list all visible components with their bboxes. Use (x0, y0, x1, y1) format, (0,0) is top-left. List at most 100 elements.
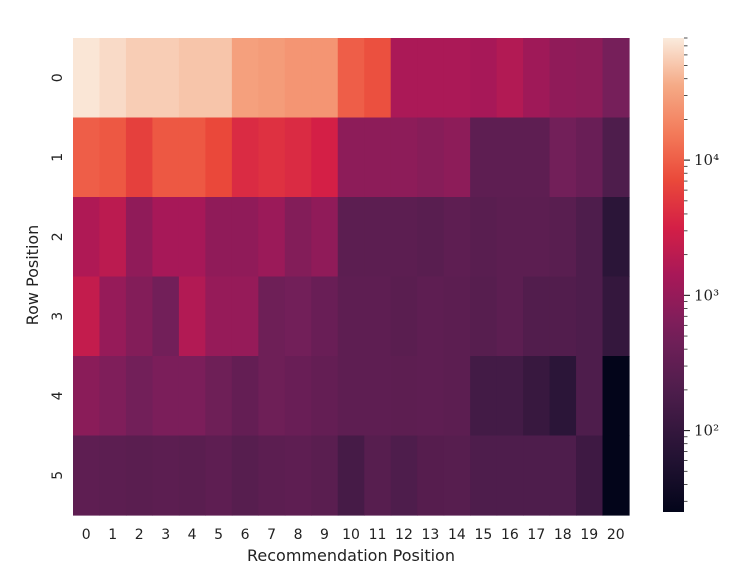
heatmap-cell (523, 38, 551, 119)
heatmap-cell (523, 276, 551, 357)
heatmap-cell (311, 435, 339, 516)
colorbar-ticks: 10² 10³ 10⁴ (684, 37, 719, 502)
x-tick-label: 9 (320, 527, 329, 543)
heatmap-cell (602, 435, 630, 516)
heatmap-cell (284, 356, 312, 437)
heatmap-cell (443, 38, 471, 119)
heatmap-cell (231, 276, 259, 357)
heatmap-cell (390, 276, 418, 357)
heatmap-cell (178, 38, 206, 119)
heatmap-cell (152, 38, 180, 119)
x-axis-label: Recommendation Position (247, 546, 455, 565)
heatmap-cell (258, 38, 286, 119)
heatmap-cell (231, 435, 259, 516)
heatmap-cell (417, 117, 445, 198)
heatmap-cell (231, 117, 259, 198)
heatmap-cell (125, 38, 154, 119)
heatmap-cell (602, 117, 630, 198)
heatmap-cell (258, 435, 286, 516)
heatmap-cell (443, 197, 471, 278)
heatmap-cell (73, 276, 101, 357)
x-tick-label: 17 (527, 527, 545, 543)
heatmap-cell (337, 356, 365, 437)
x-tick-label: 8 (294, 527, 303, 543)
heatmap-cell (364, 197, 392, 278)
x-tick-label: 0 (82, 527, 91, 543)
heatmap-cell (258, 356, 286, 437)
x-tick-label: 4 (188, 527, 197, 543)
heatmap-cell (99, 276, 127, 357)
colorbar-tick-label: 10⁴ (694, 151, 719, 169)
heatmap-cell (523, 117, 551, 198)
x-tick-labels: 0 1 2 3 4 5 6 7 8 9 10 11 12 13 14 15 16 17 18 19 20 (82, 527, 625, 543)
heatmap-cell (470, 38, 498, 119)
y-tick-label: 5 (50, 471, 66, 480)
y-tick-label: 2 (50, 232, 66, 241)
heatmap-cell (152, 276, 180, 357)
heatmap-cell (125, 117, 154, 198)
heatmap-cell (549, 276, 577, 357)
heatmap-cell (152, 356, 180, 437)
heatmap-cells (73, 38, 630, 516)
heatmap-cell (602, 356, 630, 437)
heatmap-cell (470, 356, 498, 437)
x-tick-label: 3 (161, 527, 170, 543)
heatmap-cell (337, 197, 365, 278)
heatmap-cell (99, 117, 127, 198)
heatmap-cell (364, 435, 392, 516)
heatmap-cell (364, 276, 392, 357)
x-tick-label: 12 (395, 527, 413, 543)
colorbar (663, 38, 684, 512)
y-axis-label: Row Position (23, 225, 42, 326)
heatmap-cell (73, 117, 101, 198)
x-tick-label: 7 (267, 527, 276, 543)
x-tick-label: 18 (554, 527, 572, 543)
heatmap-cell (205, 117, 233, 198)
heatmap-cell (258, 197, 286, 278)
heatmap-cell (205, 435, 233, 516)
heatmap-cell (311, 117, 339, 198)
heatmap-cell (496, 38, 524, 119)
heatmap-cell (73, 197, 101, 278)
heatmap-cell (205, 356, 233, 437)
y-tick-label: 3 (50, 312, 66, 321)
x-tick-label: 19 (580, 527, 598, 543)
heatmap-cell (576, 435, 604, 516)
heatmap-cell (284, 276, 312, 357)
heatmap-cell (496, 276, 524, 357)
heatmap-cell (470, 197, 498, 278)
heatmap-cell (73, 356, 101, 437)
heatmap-cell (576, 276, 604, 357)
heatmap-cell (549, 356, 577, 437)
heatmap-cell (258, 117, 286, 198)
heatmap-cell (231, 38, 259, 119)
heatmap-cell (284, 197, 312, 278)
heatmap-cell (549, 197, 577, 278)
heatmap-cell (178, 435, 206, 516)
heatmap-cell (523, 197, 551, 278)
y-tick-label: 1 (50, 153, 66, 162)
heatmap-cell (152, 435, 180, 516)
heatmap-cell (99, 38, 127, 119)
heatmap-cell (443, 435, 471, 516)
heatmap-cell (549, 117, 577, 198)
heatmap-cell (443, 276, 471, 357)
heatmap-cell (496, 197, 524, 278)
y-tick-label: 4 (50, 391, 66, 400)
heatmap-cell (205, 38, 233, 119)
x-tick-label: 15 (474, 527, 492, 543)
heatmap-cell (178, 117, 206, 198)
heatmap-cell (311, 356, 339, 437)
heatmap-cell (417, 38, 445, 119)
heatmap-cell (125, 197, 154, 278)
heatmap-cell (284, 38, 312, 119)
heatmap-cell (470, 435, 498, 516)
heatmap-cell (523, 356, 551, 437)
heatmap-cell (496, 435, 524, 516)
heatmap-cell (417, 276, 445, 357)
heatmap-cell (125, 435, 154, 516)
heatmap-cell (390, 435, 418, 516)
heatmap-cell (99, 197, 127, 278)
x-tick-label: 13 (422, 527, 440, 543)
